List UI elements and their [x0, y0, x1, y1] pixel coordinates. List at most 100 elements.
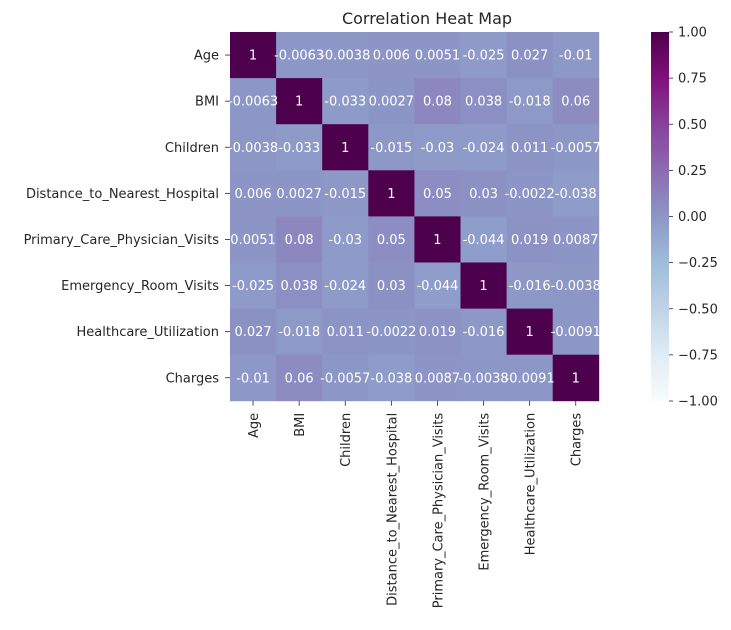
- cell-annotation: -0.0063: [274, 49, 324, 64]
- heatmap-cell: [368, 354, 415, 402]
- heatmap-cell: [414, 308, 461, 356]
- cell-annotation: 0.0051: [230, 233, 276, 248]
- heatmap-cell: [552, 124, 600, 171]
- colorbar-tick-label: 0.25: [678, 164, 707, 179]
- x-tick-label: Primary_Care_Physician_Visits: [431, 413, 446, 609]
- cell-annotation: 0.006: [234, 187, 271, 202]
- y-tick-label: Age: [194, 49, 219, 64]
- cell-annotation: -0.03: [328, 233, 362, 248]
- heatmap-cell: [368, 170, 415, 217]
- y-tick-label: Charges: [166, 371, 220, 386]
- heatmap-cell: [460, 216, 507, 263]
- heatmap-cell: [368, 124, 415, 171]
- cell-annotation: 0.03: [469, 187, 498, 202]
- cell-annotation: 0.0027: [276, 187, 322, 202]
- cell-annotation: -0.025: [232, 279, 274, 294]
- cell-annotation: 0.019: [419, 325, 456, 340]
- heatmap-cell: [552, 354, 600, 402]
- cell-annotation: -0.016: [509, 279, 551, 294]
- cell-annotation: -0.03: [421, 141, 455, 156]
- heatmap-cell: [552, 308, 600, 356]
- heatmap-cell: [322, 308, 369, 356]
- cell-annotation: -0.025: [463, 49, 505, 64]
- heatmap-cell: [322, 216, 369, 263]
- x-tick-label: Healthcare_Utilization: [524, 413, 539, 556]
- y-tick-label: Children: [165, 141, 219, 156]
- cell-annotation: 0.0087: [553, 233, 599, 248]
- colorbar: 1.00 0.75 0.50 0.25 0.00 −0.25 −0.50 −0.75 −1.00: [651, 26, 718, 410]
- heatmap-cell: [552, 32, 600, 79]
- heatmap-cell: [322, 124, 369, 171]
- heatmap-cell: [322, 32, 369, 79]
- heatmap-cell: [506, 78, 554, 125]
- heatmap-cell: [368, 216, 415, 263]
- heatmap-cell: [230, 354, 277, 402]
- cell-annotation: 1: [433, 233, 441, 248]
- cell-annotation: -0.018: [278, 325, 320, 340]
- cell-annotation: 0.06: [285, 371, 314, 386]
- y-tick-label: BMI: [195, 95, 219, 110]
- x-tick-label: Distance_to_Nearest_Hospital: [385, 413, 400, 606]
- heatmap-cell: [276, 308, 323, 356]
- cell-annotation: -0.044: [463, 233, 505, 248]
- heatmap-cell: [506, 124, 554, 171]
- cell-annotation: 0.038: [281, 279, 318, 294]
- heatmap-cell: [552, 216, 600, 263]
- heatmap-cell: [276, 262, 323, 309]
- colorbar-tick-label: −0.75: [678, 348, 718, 363]
- heatmap-cell: [506, 216, 554, 263]
- heatmap-cell: [414, 262, 461, 309]
- y-tick-label: Healthcare_Utilization: [77, 325, 220, 340]
- cell-annotation: 0.08: [285, 233, 314, 248]
- cell-annotation: -0.033: [278, 141, 320, 156]
- heatmap-cell: [368, 308, 415, 356]
- heatmap-cell: [506, 354, 554, 402]
- heatmap-cell: [276, 124, 323, 171]
- cell-annotation: 1: [249, 49, 257, 64]
- colorbar-tick-label: 1.00: [678, 26, 707, 41]
- cell-annotation: 1: [572, 371, 580, 386]
- cell-annotations: 1 -0.0063-0.0038 0.006 0.0051 -0.025 0.027 -0.…: [228, 49, 601, 387]
- cell-annotation: -0.018: [509, 95, 551, 110]
- cell-annotation: 1: [479, 279, 487, 294]
- cell-annotation: -0.0038: [228, 141, 278, 156]
- heatmap-cell: [460, 124, 507, 171]
- heatmap-cell: [552, 262, 600, 309]
- y-tick-labels: Age BMI Children Distance_to_Nearest_Hospit…: [24, 49, 230, 386]
- cell-annotation: 0.05: [423, 187, 452, 202]
- cell-annotation: -0.033: [324, 95, 366, 110]
- heatmap-cell: [552, 170, 600, 217]
- heatmap-cell: [276, 32, 323, 79]
- colorbar-tick-label: 0.50: [678, 118, 707, 133]
- heatmap-cell: [506, 32, 554, 79]
- heatmap-cell: [552, 78, 600, 125]
- cell-annotation: 0.0027: [369, 95, 415, 110]
- heatmap-cell: [322, 170, 369, 217]
- heatmap-cell: [414, 170, 461, 217]
- x-tick-labels: Age BMI Children Distance_to_Nearest_Hospit…: [247, 400, 585, 609]
- heatmap-cell: [414, 216, 461, 263]
- cell-annotation: -0.038: [555, 187, 597, 202]
- cell-annotation: -0.0022: [505, 187, 555, 202]
- cell-annotation: -0.016: [463, 325, 505, 340]
- heatmap-cell: [460, 262, 507, 309]
- heatmap-cell: [230, 124, 277, 171]
- cell-annotation: -0.0091: [505, 371, 555, 386]
- heatmap-cell: [322, 78, 369, 125]
- cell-annotation: 0.0051: [415, 49, 461, 64]
- cell-annotation: 0.027: [511, 49, 548, 64]
- x-tick-label: Children: [339, 413, 354, 467]
- cell-annotation: -0.01: [236, 371, 270, 386]
- cell-annotation: 0.08: [423, 95, 452, 110]
- cell-annotation: 0.006: [373, 49, 410, 64]
- heatmap-cell: [322, 354, 369, 402]
- cell-annotation: -0.038: [370, 371, 412, 386]
- heatmap-cell: [230, 308, 277, 356]
- cell-annotation: -0.01: [559, 49, 593, 64]
- cell-annotation: -0.0057: [551, 141, 601, 156]
- cell-annotation: 1: [526, 325, 534, 340]
- heatmap-cell: [506, 308, 554, 356]
- colorbar-gradient: [651, 32, 669, 401]
- heatmap-cell: [460, 354, 507, 402]
- x-tick-label: Charges: [570, 413, 585, 467]
